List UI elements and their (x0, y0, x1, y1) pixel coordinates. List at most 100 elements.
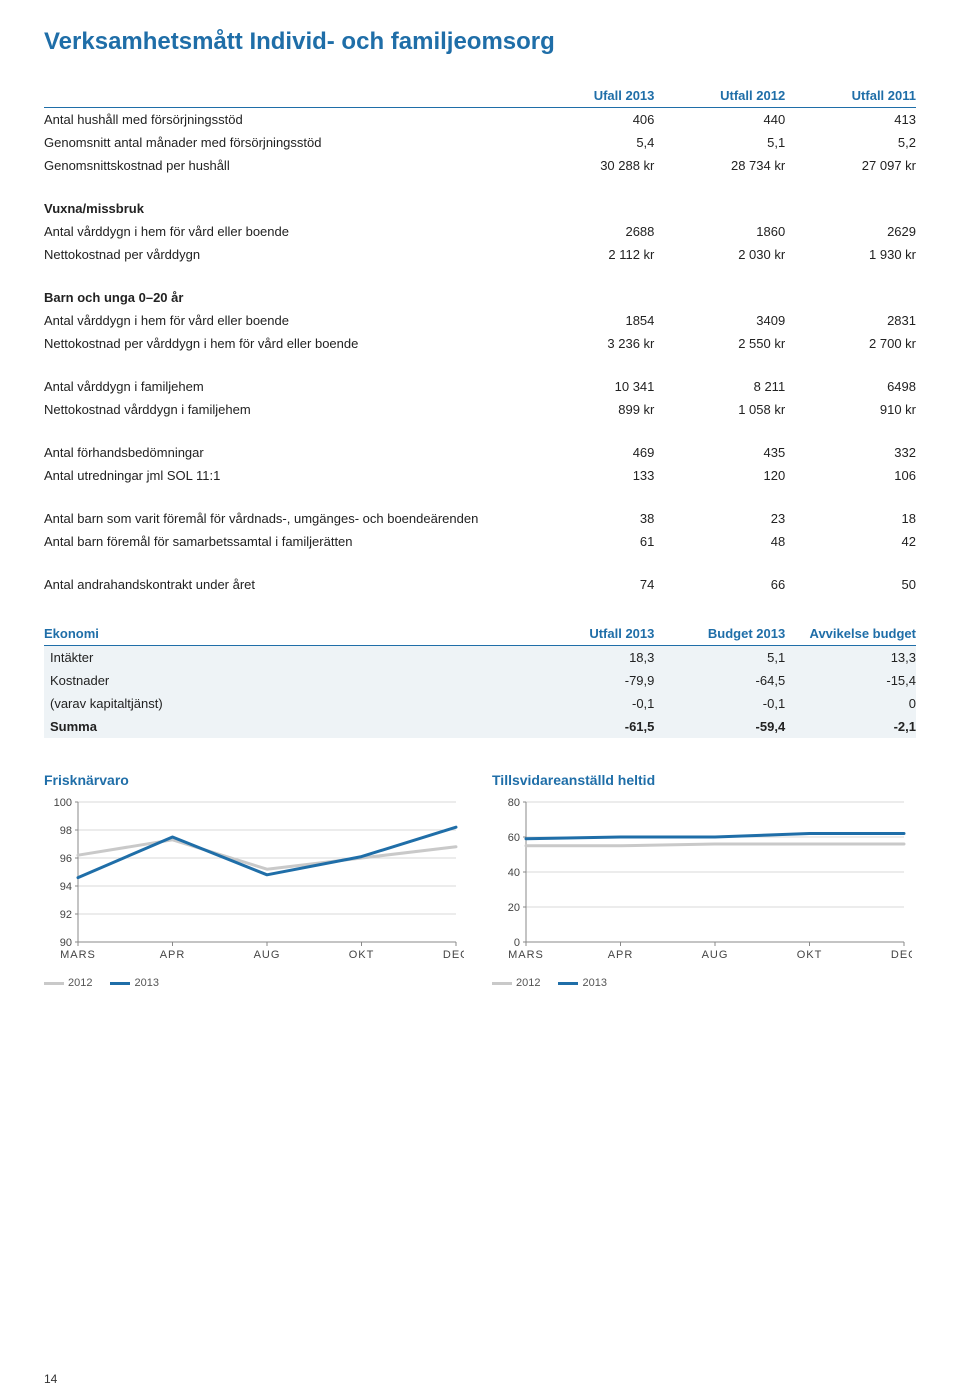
table-row: Antal barn som varit föremål för vårdnad… (44, 507, 916, 530)
svg-text:APR: APR (608, 949, 634, 961)
row-value: 23 (654, 507, 785, 530)
table-row: Genomsnittskostnad per hushåll30 288 kr2… (44, 154, 916, 177)
row-value: 133 (524, 464, 655, 487)
table-row: Summa-61,5-59,4-2,1 (44, 715, 916, 738)
row-label: Antal barn föremål för samarbetssamtal i… (44, 530, 524, 553)
row-value (524, 197, 655, 220)
row-label: Antal vårddygn i hem för vård eller boen… (44, 309, 524, 332)
svg-text:DEC: DEC (891, 949, 912, 961)
row-value (654, 286, 785, 309)
row-value: 48 (654, 530, 785, 553)
charts-row: Frisknärvaro 90 92 94 96 98 100 MARS APR AUG OKT D… (44, 772, 916, 989)
svg-text:90: 90 (60, 937, 72, 949)
row-value: 5,2 (785, 131, 916, 154)
svg-text:92: 92 (60, 909, 72, 921)
page-title: Verksamhetsmått Individ- och familjeomso… (44, 28, 916, 56)
row-value: -15,4 (785, 669, 916, 692)
row-label: Antal förhandsbedömningar (44, 441, 524, 464)
row-value: -61,5 (524, 715, 655, 738)
table-row: Nettokostnad per vårddygn2 112 kr2 030 k… (44, 243, 916, 266)
main-table: Ufall 2013Utfall 2012Utfall 2011 Antal h… (44, 84, 916, 596)
row-label: Nettokostnad vårddygn i familjehem (44, 398, 524, 421)
row-label: Summa (44, 715, 524, 738)
row-value: 66 (654, 573, 785, 596)
svg-text:80: 80 (508, 797, 520, 809)
svg-text:94: 94 (60, 881, 72, 893)
svg-text:AUG: AUG (702, 949, 729, 961)
svg-text:20: 20 (508, 902, 520, 914)
svg-text:100: 100 (54, 797, 72, 809)
row-value: 38 (524, 507, 655, 530)
svg-text:APR: APR (160, 949, 186, 961)
row-value: 413 (785, 108, 916, 132)
table-row: Antal vårddygn i familjehem10 3418 21164… (44, 375, 916, 398)
table-row: Antal utredningar jml SOL 11:1133120106 (44, 464, 916, 487)
econ-header: Avvikelse budget (785, 622, 916, 646)
row-value: -0,1 (524, 692, 655, 715)
table-row: (varav kapitaltjänst)-0,1-0,10 (44, 692, 916, 715)
row-value: 899 kr (524, 398, 655, 421)
row-value (785, 197, 916, 220)
chart-svg-1: 9092949698100MARSAPRAUGOKTDEC (44, 796, 464, 966)
row-label: Antal vårddygn i hem för vård eller boen… (44, 220, 524, 243)
row-label: Antal barn som varit föremål för vårdnad… (44, 507, 524, 530)
legend-item: 2013 (558, 977, 606, 989)
svg-text:OKT: OKT (349, 949, 375, 961)
page-number: 14 (44, 1372, 57, 1386)
row-value: 2 030 kr (654, 243, 785, 266)
table-row: Antal förhandsbedömningar469435332 (44, 441, 916, 464)
econ-header: Budget 2013 (654, 622, 785, 646)
chart-title-2: Tillsvidareanställd heltid (492, 772, 916, 788)
svg-text:OKT: OKT (797, 949, 823, 961)
row-value: 106 (785, 464, 916, 487)
svg-text:98: 98 (60, 825, 72, 837)
table-row: Antal andrahandskontrakt under året74665… (44, 573, 916, 596)
row-label: Intäkter (44, 646, 524, 670)
row-value: -79,9 (524, 669, 655, 692)
row-value: 3409 (654, 309, 785, 332)
table-row: Nettokostnad per vårddygn i hem för vård… (44, 332, 916, 355)
row-value: 1 058 kr (654, 398, 785, 421)
row-value: 18,3 (524, 646, 655, 670)
chart-legend-1: 2012 2013 (44, 977, 468, 989)
econ-header: Utfall 2013 (524, 622, 655, 646)
row-value: 435 (654, 441, 785, 464)
row-label: Antal andrahandskontrakt under året (44, 573, 524, 596)
main-table-header: Utfall 2011 (785, 84, 916, 108)
svg-text:MARS: MARS (60, 949, 96, 961)
row-value (654, 197, 785, 220)
row-value: 1860 (654, 220, 785, 243)
row-value: 5,1 (654, 646, 785, 670)
chart-frisknarvaro: Frisknärvaro 9092949698100MARSAPRAUGOKTD… (44, 772, 468, 989)
row-value: 910 kr (785, 398, 916, 421)
row-value (524, 286, 655, 309)
row-value: 74 (524, 573, 655, 596)
table-row: Antal vårddygn i hem för vård eller boen… (44, 309, 916, 332)
table-row: Kostnader-79,9-64,5-15,4 (44, 669, 916, 692)
table-row: Intäkter18,35,113,3 (44, 646, 916, 670)
row-value: 2688 (524, 220, 655, 243)
svg-text:96: 96 (60, 853, 72, 865)
table-row: Barn och unga 0–20 år (44, 286, 916, 309)
chart-tillsvidare: Tillsvidareanställd heltid 020406080MARS… (492, 772, 916, 989)
row-value: 61 (524, 530, 655, 553)
row-value: 5,1 (654, 131, 785, 154)
legend-item: 2012 (44, 977, 92, 989)
row-value: -64,5 (654, 669, 785, 692)
table-row: Genomsnitt antal månader med försörjning… (44, 131, 916, 154)
legend-item: 2013 (110, 977, 158, 989)
row-value: 18 (785, 507, 916, 530)
row-value: 1854 (524, 309, 655, 332)
row-label: Nettokostnad per vårddygn (44, 243, 524, 266)
table-row: Vuxna/missbruk (44, 197, 916, 220)
row-label: Antal utredningar jml SOL 11:1 (44, 464, 524, 487)
row-label: (varav kapitaltjänst) (44, 692, 524, 715)
legend-item: 2012 (492, 977, 540, 989)
row-value: -59,4 (654, 715, 785, 738)
row-value: 2 700 kr (785, 332, 916, 355)
table-row: Nettokostnad vårddygn i familjehem899 kr… (44, 398, 916, 421)
row-value: 27 097 kr (785, 154, 916, 177)
chart-svg-2: 020406080MARSAPRAUGOKTDEC (492, 796, 912, 966)
row-value: 2831 (785, 309, 916, 332)
chart-title-1: Frisknärvaro (44, 772, 468, 788)
